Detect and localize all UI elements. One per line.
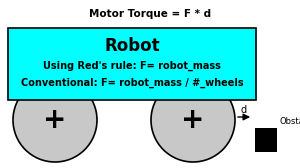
Text: Obstacle: Obstacle	[279, 117, 300, 127]
Circle shape	[13, 78, 97, 162]
Text: Using Red's rule: F= robot_mass: Using Red's rule: F= robot_mass	[43, 61, 221, 71]
Text: Robot: Robot	[104, 37, 160, 55]
Text: +: +	[43, 106, 67, 134]
Bar	[255, 128, 277, 152]
Text: Conventional: F= robot_mass / #_wheels: Conventional: F= robot_mass / #_wheels	[21, 78, 243, 88]
Circle shape	[151, 78, 235, 162]
Text: +: +	[181, 106, 205, 134]
Bar	[8, 28, 256, 100]
Text: Motor Torque = F * d: Motor Torque = F * d	[89, 9, 211, 19]
Text: d: d	[241, 105, 247, 115]
